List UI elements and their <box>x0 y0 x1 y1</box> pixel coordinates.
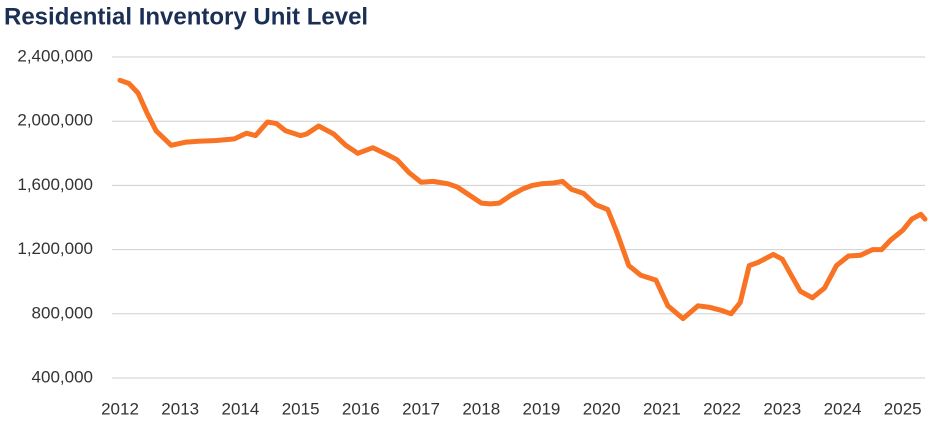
x-tick-label: 2025 <box>884 399 922 418</box>
x-tick-label: 2012 <box>101 399 139 418</box>
x-tick-label: 2014 <box>222 399 260 418</box>
x-tick-label: 2020 <box>583 399 621 418</box>
x-tick-label: 2022 <box>703 399 741 418</box>
x-tick-label: 2018 <box>462 399 500 418</box>
x-tick-label: 2017 <box>402 399 440 418</box>
y-tick-label: 1,600,000 <box>17 175 93 194</box>
y-tick-label: 2,400,000 <box>17 46 93 65</box>
y-tick-label: 2,000,000 <box>17 111 93 130</box>
y-tick-label: 400,000 <box>32 367 93 386</box>
x-tick-label: 2019 <box>523 399 561 418</box>
x-tick-label: 2023 <box>763 399 801 418</box>
x-tick-label: 2016 <box>342 399 380 418</box>
y-tick-label: 1,200,000 <box>17 239 93 258</box>
x-tick-label: 2021 <box>643 399 681 418</box>
chart-title: Residential Inventory Unit Level <box>4 3 368 30</box>
y-tick-label: 800,000 <box>32 303 93 322</box>
x-tick-label: 2013 <box>161 399 199 418</box>
x-tick-label: 2015 <box>282 399 320 418</box>
x-tick-label: 2024 <box>824 399 862 418</box>
data-line <box>117 77 928 322</box>
